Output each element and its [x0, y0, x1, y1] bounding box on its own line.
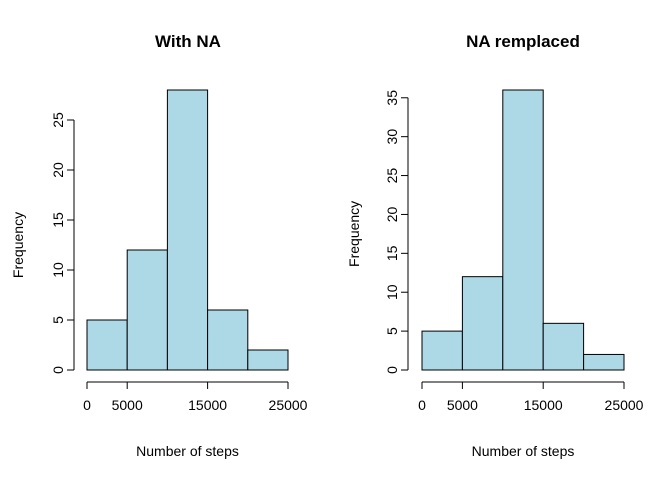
histogram-bar-1: [421, 330, 463, 371]
y-tick-label: 5: [50, 316, 66, 324]
y-tick-label: 25: [384, 168, 400, 184]
x-tick-label: 0: [83, 397, 91, 413]
histogram-bar-4: [207, 309, 249, 371]
x-tick-label: 0: [418, 397, 426, 413]
x-tick-label: 5000: [112, 397, 143, 413]
y-tick-label: 20: [384, 206, 400, 222]
histogram-bar-3: [166, 89, 209, 371]
y-axis-label: Frequency: [346, 201, 362, 267]
histogram-panel-1: With NA 0 5 10 15 20 25 0 5000 15000 25000 Number o…: [10, 32, 308, 459]
y-axis-label: Frequency: [10, 212, 26, 278]
y-tick-label: 0: [384, 366, 400, 374]
y-tick-label: 10: [384, 284, 400, 300]
x-tick-label: 15000: [188, 397, 227, 413]
y-tick-label: 10: [50, 262, 66, 278]
x-axis-label: Number of steps: [136, 443, 239, 459]
y-tick-label: 15: [384, 245, 400, 261]
y-tick-label: 5: [384, 327, 400, 335]
x-tick-label: 25000: [269, 397, 308, 413]
histogram-bar-2: [461, 276, 504, 371]
histogram-bar-1: [86, 319, 128, 371]
histogram-bar-5: [583, 353, 625, 371]
x-tick-label: 15000: [524, 397, 563, 413]
x-tick-label: 5000: [447, 397, 478, 413]
histogram-bar-4: [542, 322, 585, 371]
x-tick-label: 25000: [605, 397, 644, 413]
y-tick-label: 15: [50, 212, 66, 228]
y-tick-label: 25: [50, 112, 66, 128]
y-tick-label: 0: [50, 366, 66, 374]
chart-title: With NA: [155, 32, 221, 51]
histogram-bar-3: [502, 89, 544, 371]
y-tick-label: 20: [50, 162, 66, 178]
y-tick-label: 30: [384, 129, 400, 145]
x-axis-label: Number of steps: [472, 443, 575, 459]
chart-title: NA remplaced: [466, 32, 580, 51]
histogram-panel-2: NA remplaced 0 5 10 15 20 25 30 35 0 5000 15000 2500…: [346, 32, 644, 459]
histogram-bar-5: [247, 349, 289, 371]
y-tick-label: 35: [384, 90, 400, 106]
histogram-bar-2: [126, 249, 168, 371]
